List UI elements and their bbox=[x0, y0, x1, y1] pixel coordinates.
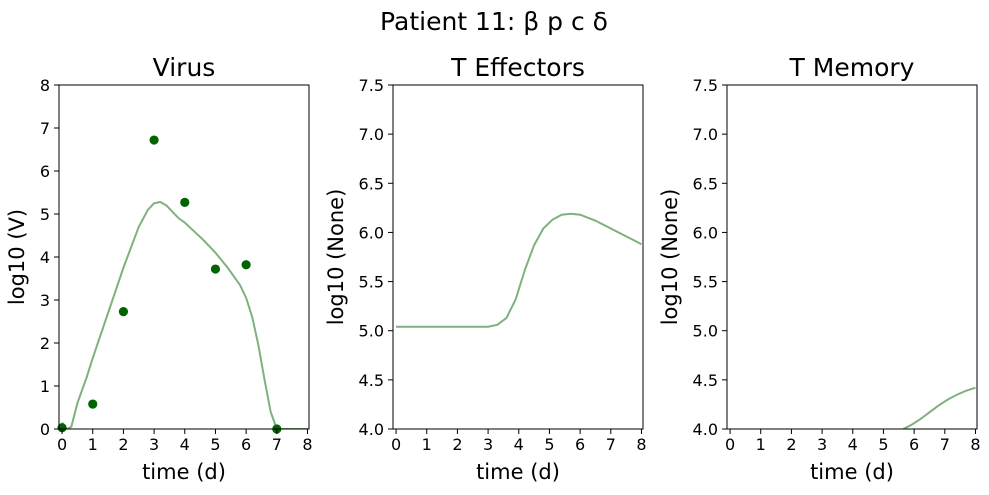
x-tick-label: 1 bbox=[756, 435, 766, 454]
y-tick-label: 1 bbox=[40, 377, 50, 396]
y-tick-label: 7 bbox=[40, 119, 50, 138]
x-tick-label: 8 bbox=[970, 435, 980, 454]
fit-line bbox=[396, 212, 642, 328]
x-tick-label: 3 bbox=[149, 435, 159, 454]
plot-area bbox=[396, 212, 642, 328]
observation-point bbox=[210, 264, 221, 274]
y-tick-label: 5.5 bbox=[359, 273, 384, 292]
y-tick-label: 4 bbox=[40, 248, 50, 267]
y-tick-label: 6.0 bbox=[359, 223, 384, 242]
x-tick-label: 4 bbox=[848, 435, 858, 454]
fit-line bbox=[61, 200, 308, 429]
x-tick-label: 3 bbox=[483, 435, 493, 454]
y-tick-label: 7.0 bbox=[693, 125, 718, 144]
x-tick-label: 4 bbox=[180, 435, 190, 454]
y-axis-label: log10 (None) bbox=[658, 189, 682, 326]
y-tick-label: 2 bbox=[40, 334, 50, 353]
x-tick-label: 8 bbox=[302, 435, 312, 454]
y-tick-label: 7.5 bbox=[359, 76, 384, 95]
y-tick-label: 6.5 bbox=[359, 174, 384, 193]
x-tick-label: 2 bbox=[118, 435, 128, 454]
x-tick-label: 1 bbox=[88, 435, 98, 454]
observation-point bbox=[149, 135, 159, 145]
x-tick-label: 2 bbox=[786, 435, 796, 454]
axes-frame bbox=[392, 84, 644, 430]
x-tick-label: 5 bbox=[210, 435, 220, 454]
subplot-title: T Memory bbox=[789, 53, 915, 82]
y-tick-label: 8 bbox=[40, 76, 50, 95]
axes-frame bbox=[58, 84, 310, 430]
fit-line bbox=[902, 386, 976, 429]
y-tick-label: 7.0 bbox=[359, 125, 384, 144]
y-tick-label: 5 bbox=[40, 205, 50, 224]
x-tick-label: 6 bbox=[241, 435, 251, 454]
x-tick-label: 1 bbox=[422, 435, 432, 454]
subplot-title: Virus bbox=[153, 53, 216, 82]
subplots: 0 1 2 3 4 5 6 7 8 0 1 2 3 4 5 6 7 8 Virus time (d) log10 (V)… bbox=[5, 53, 981, 484]
y-tick-label: 4.5 bbox=[359, 371, 384, 390]
y-tick-label: 5.0 bbox=[359, 322, 384, 341]
x-tick-label: 8 bbox=[636, 435, 646, 454]
plot-area bbox=[902, 386, 976, 429]
x-tick-label: 7 bbox=[606, 435, 616, 454]
axes-frame bbox=[726, 84, 978, 430]
x-tick-label: 0 bbox=[391, 435, 401, 454]
y-axis-label: log10 (V) bbox=[5, 209, 29, 305]
x-tick-label: 5 bbox=[544, 435, 554, 454]
x-tick-label: 6 bbox=[909, 435, 919, 454]
y-tick-label: 4.5 bbox=[693, 371, 718, 390]
subplot-3: 0 1 2 3 4 5 6 7 8 4.0 4.5 5.0 5.5 6.0 6.5 7.0 7.5 T Memor… bbox=[658, 53, 981, 484]
x-tick-label: 0 bbox=[725, 435, 735, 454]
x-tick-label: 3 bbox=[817, 435, 827, 454]
y-tick-label: 3 bbox=[40, 291, 50, 310]
figure-suptitle: Patient 11: β p c δ bbox=[380, 7, 608, 36]
x-tick-label: 7 bbox=[940, 435, 950, 454]
x-tick-label: 7 bbox=[272, 435, 282, 454]
y-tick-label: 5.0 bbox=[693, 322, 718, 341]
x-tick-label: 4 bbox=[514, 435, 524, 454]
x-tick-label: 0 bbox=[57, 435, 67, 454]
observation-point bbox=[118, 307, 129, 317]
observation-point bbox=[241, 260, 251, 270]
y-tick-label: 4.0 bbox=[359, 420, 384, 439]
y-tick-label: 6.5 bbox=[693, 174, 718, 193]
observation-point bbox=[57, 423, 67, 433]
x-axis-label: time (d) bbox=[476, 460, 560, 484]
y-tick-label: 6 bbox=[40, 162, 50, 181]
y-axis-label: log10 (None) bbox=[324, 189, 348, 326]
y-tick-label: 7.5 bbox=[693, 76, 718, 95]
y-tick-label: 6.0 bbox=[693, 223, 718, 242]
subplot-1: 0 1 2 3 4 5 6 7 8 0 1 2 3 4 5 6 7 8 Virus time (d) log10 (V) bbox=[5, 53, 313, 484]
x-axis-label: time (d) bbox=[810, 460, 894, 484]
y-tick-label: 4.0 bbox=[693, 420, 718, 439]
subplot-2: 0 1 2 3 4 5 6 7 8 4.0 4.5 5.0 5.5 6.0 6.5 7.0 7.5 T Effec… bbox=[324, 53, 647, 484]
x-tick-label: 2 bbox=[452, 435, 462, 454]
x-axis-label: time (d) bbox=[142, 460, 226, 484]
observation-point bbox=[88, 399, 98, 409]
y-tick-label: 0 bbox=[40, 420, 50, 439]
x-tick-label: 6 bbox=[575, 435, 585, 454]
x-tick-label: 5 bbox=[878, 435, 888, 454]
plot-area bbox=[61, 200, 308, 429]
subplot-title: T Effectors bbox=[450, 53, 585, 82]
y-tick-label: 5.5 bbox=[693, 273, 718, 292]
observation-point bbox=[180, 197, 190, 207]
